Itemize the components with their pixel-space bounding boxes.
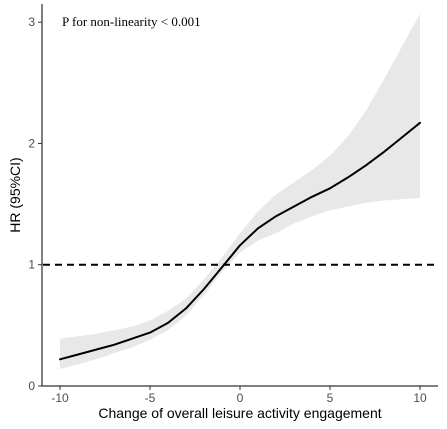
x-axis-title: Change of overall leisure activity engag… [98,405,381,421]
hr-curve [59,121,421,361]
y-axis-title: HR (95%CI) [7,157,23,232]
y-tick-label: 1 [28,258,35,272]
x-tick-label: -10 [51,391,69,405]
y-tick-label: 3 [28,15,35,29]
x-tick-label: 0 [237,391,244,405]
x-tick-label: 5 [327,391,334,405]
y-tick-label: 2 [28,136,35,150]
x-tick-label: -5 [145,391,156,405]
confidence-band [60,13,420,369]
x-tick-label: 10 [413,391,427,405]
p-nonlinearity-annotation: P for non-linearity < 0.001 [62,14,201,29]
y-tick-label: 0 [28,379,35,393]
